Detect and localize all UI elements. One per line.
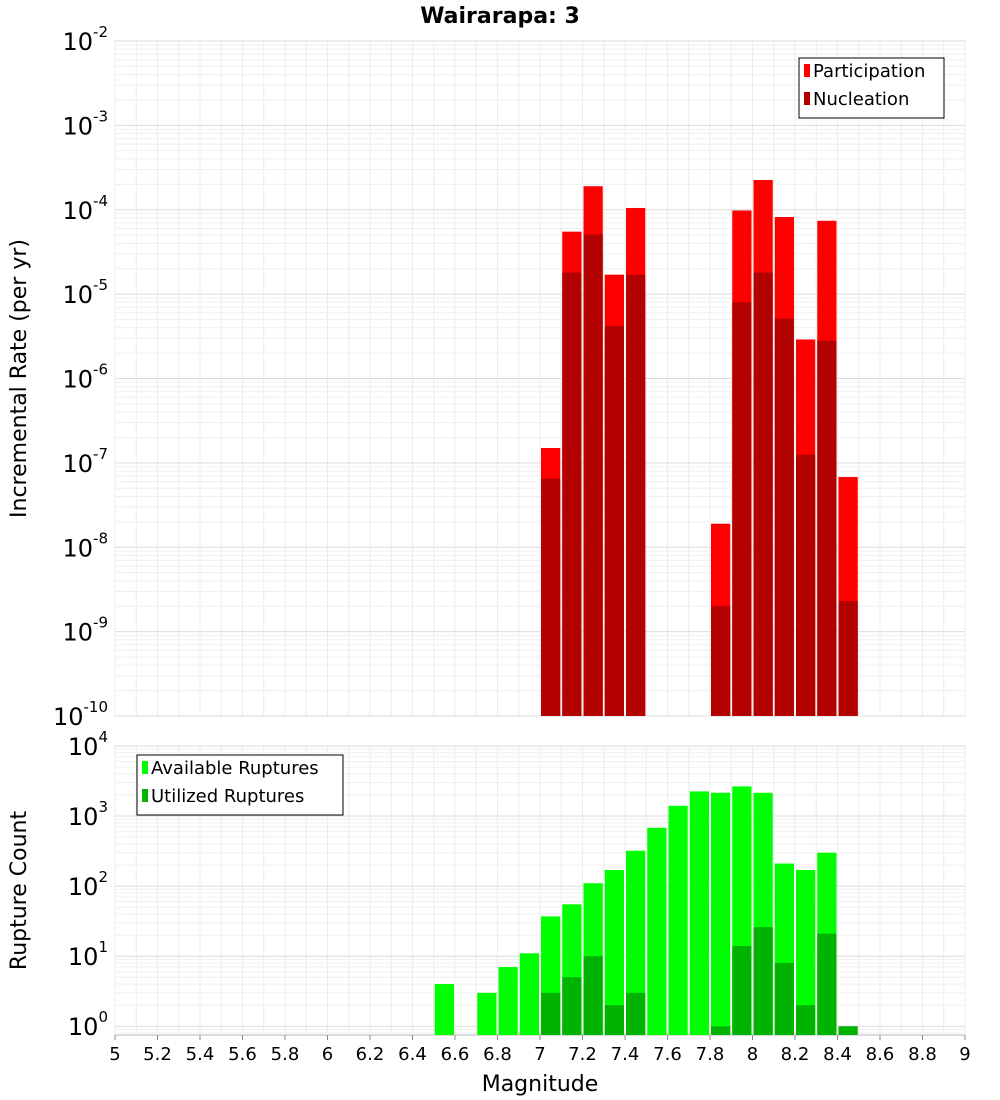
y-tick-label: 10-8 (62, 529, 108, 562)
legend-swatch (804, 64, 810, 77)
count-legend: Available Ruptures Utilized Ruptures (136, 754, 344, 816)
x-tick-label: 5.8 (271, 1044, 300, 1065)
rate-bar-nucleation (711, 606, 731, 716)
count-bar-available-ruptures (796, 869, 816, 1035)
count-bar-available-ruptures (668, 805, 688, 1035)
count-panel: 104 103 102 101 100 5 5.2 5.4 5.6 5.8 6 6.2 6.4 6.6 6… (7, 728, 971, 1065)
legend-swatch (142, 789, 148, 802)
count-bar-available-ruptures (626, 850, 646, 1035)
x-tick-label: 7.8 (696, 1044, 725, 1065)
x-tick-label: 8 (747, 1044, 758, 1065)
rate-bar-nucleation (838, 601, 858, 716)
x-tick-label: 8.2 (781, 1044, 810, 1065)
count-bar-utilized-ruptures (838, 1026, 858, 1035)
count-bar-available-ruptures (689, 791, 709, 1035)
x-tick-label: 5 (109, 1044, 120, 1065)
x-tick-label: 9 (959, 1044, 970, 1065)
x-tick-label: 7.6 (653, 1044, 682, 1065)
y-tick-label: 10-6 (62, 361, 108, 394)
x-tick-label: 6.4 (398, 1044, 427, 1065)
x-ticks: 5 5.2 5.4 5.6 5.8 6 6.2 6.4 6.6 6.8 7 7.2 7.4 7.6 7.8 8… (109, 1035, 971, 1065)
count-bar-utilized-ruptures (817, 933, 837, 1035)
rate-bars (541, 180, 858, 716)
count-bar-utilized-ruptures (541, 992, 561, 1035)
x-tick-label: 8.4 (823, 1044, 852, 1065)
legend-label: Available Ruptures (151, 758, 319, 779)
rate-bar-nucleation (604, 325, 624, 716)
x-tick-label: 5.4 (186, 1044, 215, 1065)
count-bar-available-ruptures (519, 953, 539, 1035)
count-bar-utilized-ruptures (583, 956, 603, 1035)
legend-swatch (804, 92, 810, 105)
legend-swatch (142, 761, 148, 774)
y-tick-label: 10-4 (62, 192, 108, 225)
count-bar-utilized-ruptures (732, 945, 752, 1035)
count-bar-available-ruptures (498, 967, 518, 1035)
rate-grid (114, 40, 966, 717)
rate-bar-nucleation (562, 272, 582, 716)
count-bar-utilized-ruptures (626, 992, 646, 1035)
x-tick-label: 8.8 (908, 1044, 937, 1065)
rate-bar-nucleation (753, 272, 773, 716)
rate-bar-nucleation (583, 234, 603, 716)
count-bar-utilized-ruptures (796, 1005, 816, 1035)
x-tick-label: 6.2 (356, 1044, 385, 1065)
x-tick-label: 7.4 (611, 1044, 640, 1065)
x-tick-label: 6 (322, 1044, 333, 1065)
y-tick-label: 101 (68, 938, 108, 971)
rate-bar-nucleation (541, 478, 561, 716)
x-tick-label: 7.2 (568, 1044, 597, 1065)
rate-bar-nucleation (796, 454, 816, 716)
y-tick-label: 10-7 (62, 445, 108, 478)
rate-panel: 10-2 10-3 10-4 10-5 10-6 10-7 10-8 10-9 10-10 In… (7, 23, 966, 731)
count-bar-available-ruptures (477, 992, 497, 1035)
count-bar-available-ruptures (647, 827, 667, 1035)
y-tick-label: 10-3 (62, 107, 108, 140)
x-tick-label: 8.6 (866, 1044, 895, 1065)
legend-box (798, 57, 945, 119)
count-bar-utilized-ruptures (604, 1005, 624, 1035)
rate-bar-nucleation (626, 274, 646, 716)
rate-y-ticks: 10-2 10-3 10-4 10-5 10-6 10-7 10-8 10-9 10-10 (53, 23, 108, 731)
legend-label: Nucleation (813, 89, 909, 110)
x-tick-label: 5.6 (228, 1044, 257, 1065)
x-axis-label: Magnitude (482, 1072, 599, 1097)
chart-title: Wairarapa: 3 (420, 4, 580, 29)
legend-label: Participation (813, 61, 925, 82)
x-tick-label: 7 (534, 1044, 545, 1065)
y-tick-label: 10-9 (62, 614, 108, 647)
count-bar-available-ruptures (711, 792, 731, 1035)
count-bar-utilized-ruptures (753, 927, 773, 1035)
y-tick-label: 103 (68, 798, 108, 831)
count-y-axis-label: Rupture Count (7, 811, 32, 971)
y-tick-label: 100 (68, 1008, 108, 1041)
count-y-ticks: 104 103 102 101 100 (68, 728, 108, 1041)
rate-bar-nucleation (774, 318, 794, 716)
x-tick-label: 6.8 (483, 1044, 512, 1065)
x-tick-label: 6.6 (441, 1044, 470, 1065)
legend-label: Utilized Ruptures (151, 786, 304, 807)
count-bars (434, 786, 858, 1035)
count-bar-utilized-ruptures (562, 977, 582, 1035)
rate-y-axis-label: Incremental Rate (per yr) (7, 239, 32, 518)
x-tick-label: 5.2 (143, 1044, 172, 1065)
rate-bar-nucleation (817, 340, 837, 716)
y-tick-label: 10-5 (62, 276, 108, 309)
rate-legend: Participation Nucleation (798, 57, 945, 119)
y-tick-label: 104 (68, 728, 108, 761)
y-tick-label: 10-2 (62, 23, 108, 56)
count-bar-available-ruptures (604, 869, 624, 1035)
y-tick-label: 10-10 (53, 698, 108, 731)
legend-box (136, 754, 344, 816)
count-bar-utilized-ruptures (711, 1026, 731, 1035)
count-bar-available-ruptures (434, 984, 454, 1035)
rate-bar-nucleation (732, 302, 752, 716)
count-bar-utilized-ruptures (774, 962, 794, 1035)
y-tick-label: 102 (68, 868, 108, 901)
